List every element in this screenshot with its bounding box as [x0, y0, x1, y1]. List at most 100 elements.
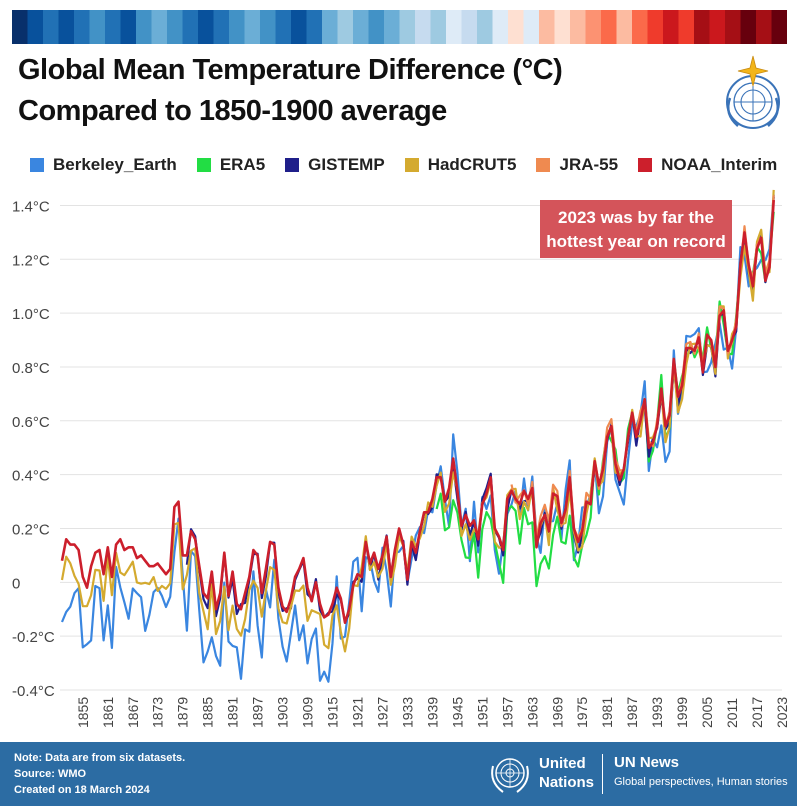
warming-stripe [120, 10, 137, 44]
annotation-text-line-2: hottest year on record [546, 232, 726, 251]
warming-stripe [74, 10, 91, 44]
y-tick-label: 1.4°C [12, 198, 50, 215]
x-tick-label: 1969 [549, 697, 565, 728]
warming-stripe [740, 10, 757, 44]
temperature-line-chart: -0.4°C -0.2°C 0 0.2°C 0.4°C 0.6°C 0.8°C 1.0°C 1.… [12, 189, 790, 728]
warming-stripe [539, 10, 556, 44]
warming-stripe [353, 10, 370, 44]
warming-stripe [291, 10, 308, 44]
x-tick-label: 1915 [325, 697, 341, 728]
x-tick-label: 1981 [599, 697, 615, 728]
legend-label: HadCRUT5 [427, 155, 517, 174]
warming-stripe [260, 10, 277, 44]
warming-stripe [151, 10, 168, 44]
warming-stripe [306, 10, 323, 44]
warming-stripe [616, 10, 633, 44]
warming-stripe [415, 10, 432, 44]
warming-stripe [585, 10, 602, 44]
footer-bar: Note: Data are from six datasets. Source… [0, 742, 797, 806]
warming-stripe [430, 10, 447, 44]
warming-stripe [136, 10, 153, 44]
warming-stripe [725, 10, 742, 44]
warming-stripe [771, 10, 787, 44]
x-tick-label: 1879 [175, 697, 191, 728]
legend-swatch [30, 158, 44, 172]
legend-item-era5: ERA5 [196, 155, 265, 175]
x-tick-label: 1891 [225, 697, 241, 728]
warming-stripe [570, 10, 587, 44]
y-tick-label: 0.8°C [12, 360, 50, 377]
warming-stripe [12, 10, 29, 44]
legend-swatch [536, 158, 551, 172]
x-tick-label: 1951 [474, 697, 490, 728]
note-created: Created on 18 March 2024 [14, 784, 150, 796]
legend-item-gistemp: GISTEMP [285, 155, 385, 175]
x-tick-label: 1993 [649, 697, 665, 728]
warming-stripe [275, 10, 292, 44]
warming-stripe [399, 10, 416, 44]
series-line-era5 [435, 211, 775, 588]
warming-stripe [89, 10, 106, 44]
warming-stripe [182, 10, 199, 44]
x-tick-label: 1939 [424, 697, 440, 728]
x-tick-label: 1927 [374, 697, 390, 728]
x-tick-label: 1933 [399, 697, 415, 728]
footer-note: Note: Data are from six datasets. Source… [14, 750, 185, 798]
x-tick-label: 1855 [75, 697, 91, 728]
warming-stripe [508, 10, 525, 44]
legend-label: Berkeley_Earth [53, 155, 177, 174]
x-tick-label: 1903 [275, 697, 291, 728]
y-tick-label: 0.4°C [12, 468, 50, 485]
note-datasets: Note: Data are from six datasets. [14, 752, 186, 764]
warming-stripe [446, 10, 463, 44]
warming-stripe [632, 10, 649, 44]
x-tick-label: 1975 [574, 697, 590, 728]
warming-stripe [554, 10, 571, 44]
legend-item-berkeley-earth: Berkeley_Earth [30, 155, 177, 175]
warming-stripe [198, 10, 215, 44]
un-news-subtitle: Global perspectives, Human stories [614, 776, 788, 788]
warming-stripe [492, 10, 509, 44]
title-line-1: Global Mean Temperature Difference (°C) [18, 54, 563, 86]
warming-stripe [58, 10, 75, 44]
x-tick-label: 1897 [250, 697, 266, 728]
y-tick-label: 0.2°C [12, 521, 50, 538]
annotation-box [540, 200, 732, 258]
warming-stripe [368, 10, 385, 44]
x-tick-label: 2023 [774, 697, 790, 728]
legend-swatch [285, 158, 300, 172]
legend-swatch [404, 158, 419, 172]
legend-swatch [638, 158, 653, 172]
legend-item-noaa-interim: NOAA_Interim [638, 155, 777, 175]
x-tick-label: 1945 [449, 697, 465, 728]
warming-stripe [678, 10, 695, 44]
x-tick-label: 1999 [674, 697, 690, 728]
warming-stripe [167, 10, 184, 44]
warming-stripe [477, 10, 494, 44]
warming-stripe [601, 10, 618, 44]
chart-title: Global Mean Temperature Difference (°C) … [18, 50, 658, 132]
y-tick-label: 0.6°C [12, 414, 50, 431]
x-tick-label: 2005 [699, 697, 715, 728]
un-news-title: UN News [614, 754, 680, 771]
warming-stripe [105, 10, 122, 44]
warming-stripe [43, 10, 60, 44]
y-tick-label: 1.0°C [12, 306, 50, 323]
x-tick-label: 1921 [349, 697, 365, 728]
legend-swatch [196, 158, 211, 172]
x-tick-label: 1963 [524, 697, 540, 728]
un-emblem-icon [491, 758, 529, 793]
x-tick-label: 1909 [300, 697, 316, 728]
warming-stripe [461, 10, 478, 44]
title-line-2: Compared to 1850-1900 average [18, 95, 447, 127]
warming-stripe [647, 10, 664, 44]
note-source: Source: WMO [14, 768, 87, 780]
chart-legend: Berkeley_Earth ERA5 GISTEMP HadCRUT5 JRA… [30, 152, 797, 178]
annotation-text-line-1: 2023 was by far the [558, 208, 714, 227]
legend-item-hadcrut5: HadCRUT5 [404, 155, 517, 175]
wmo-emblem-icon [726, 55, 780, 129]
y-tick-label: 0 [12, 575, 20, 592]
x-tick-label: 1861 [100, 697, 116, 728]
legend-label: GISTEMP [308, 155, 385, 174]
warming-stripe [384, 10, 401, 44]
